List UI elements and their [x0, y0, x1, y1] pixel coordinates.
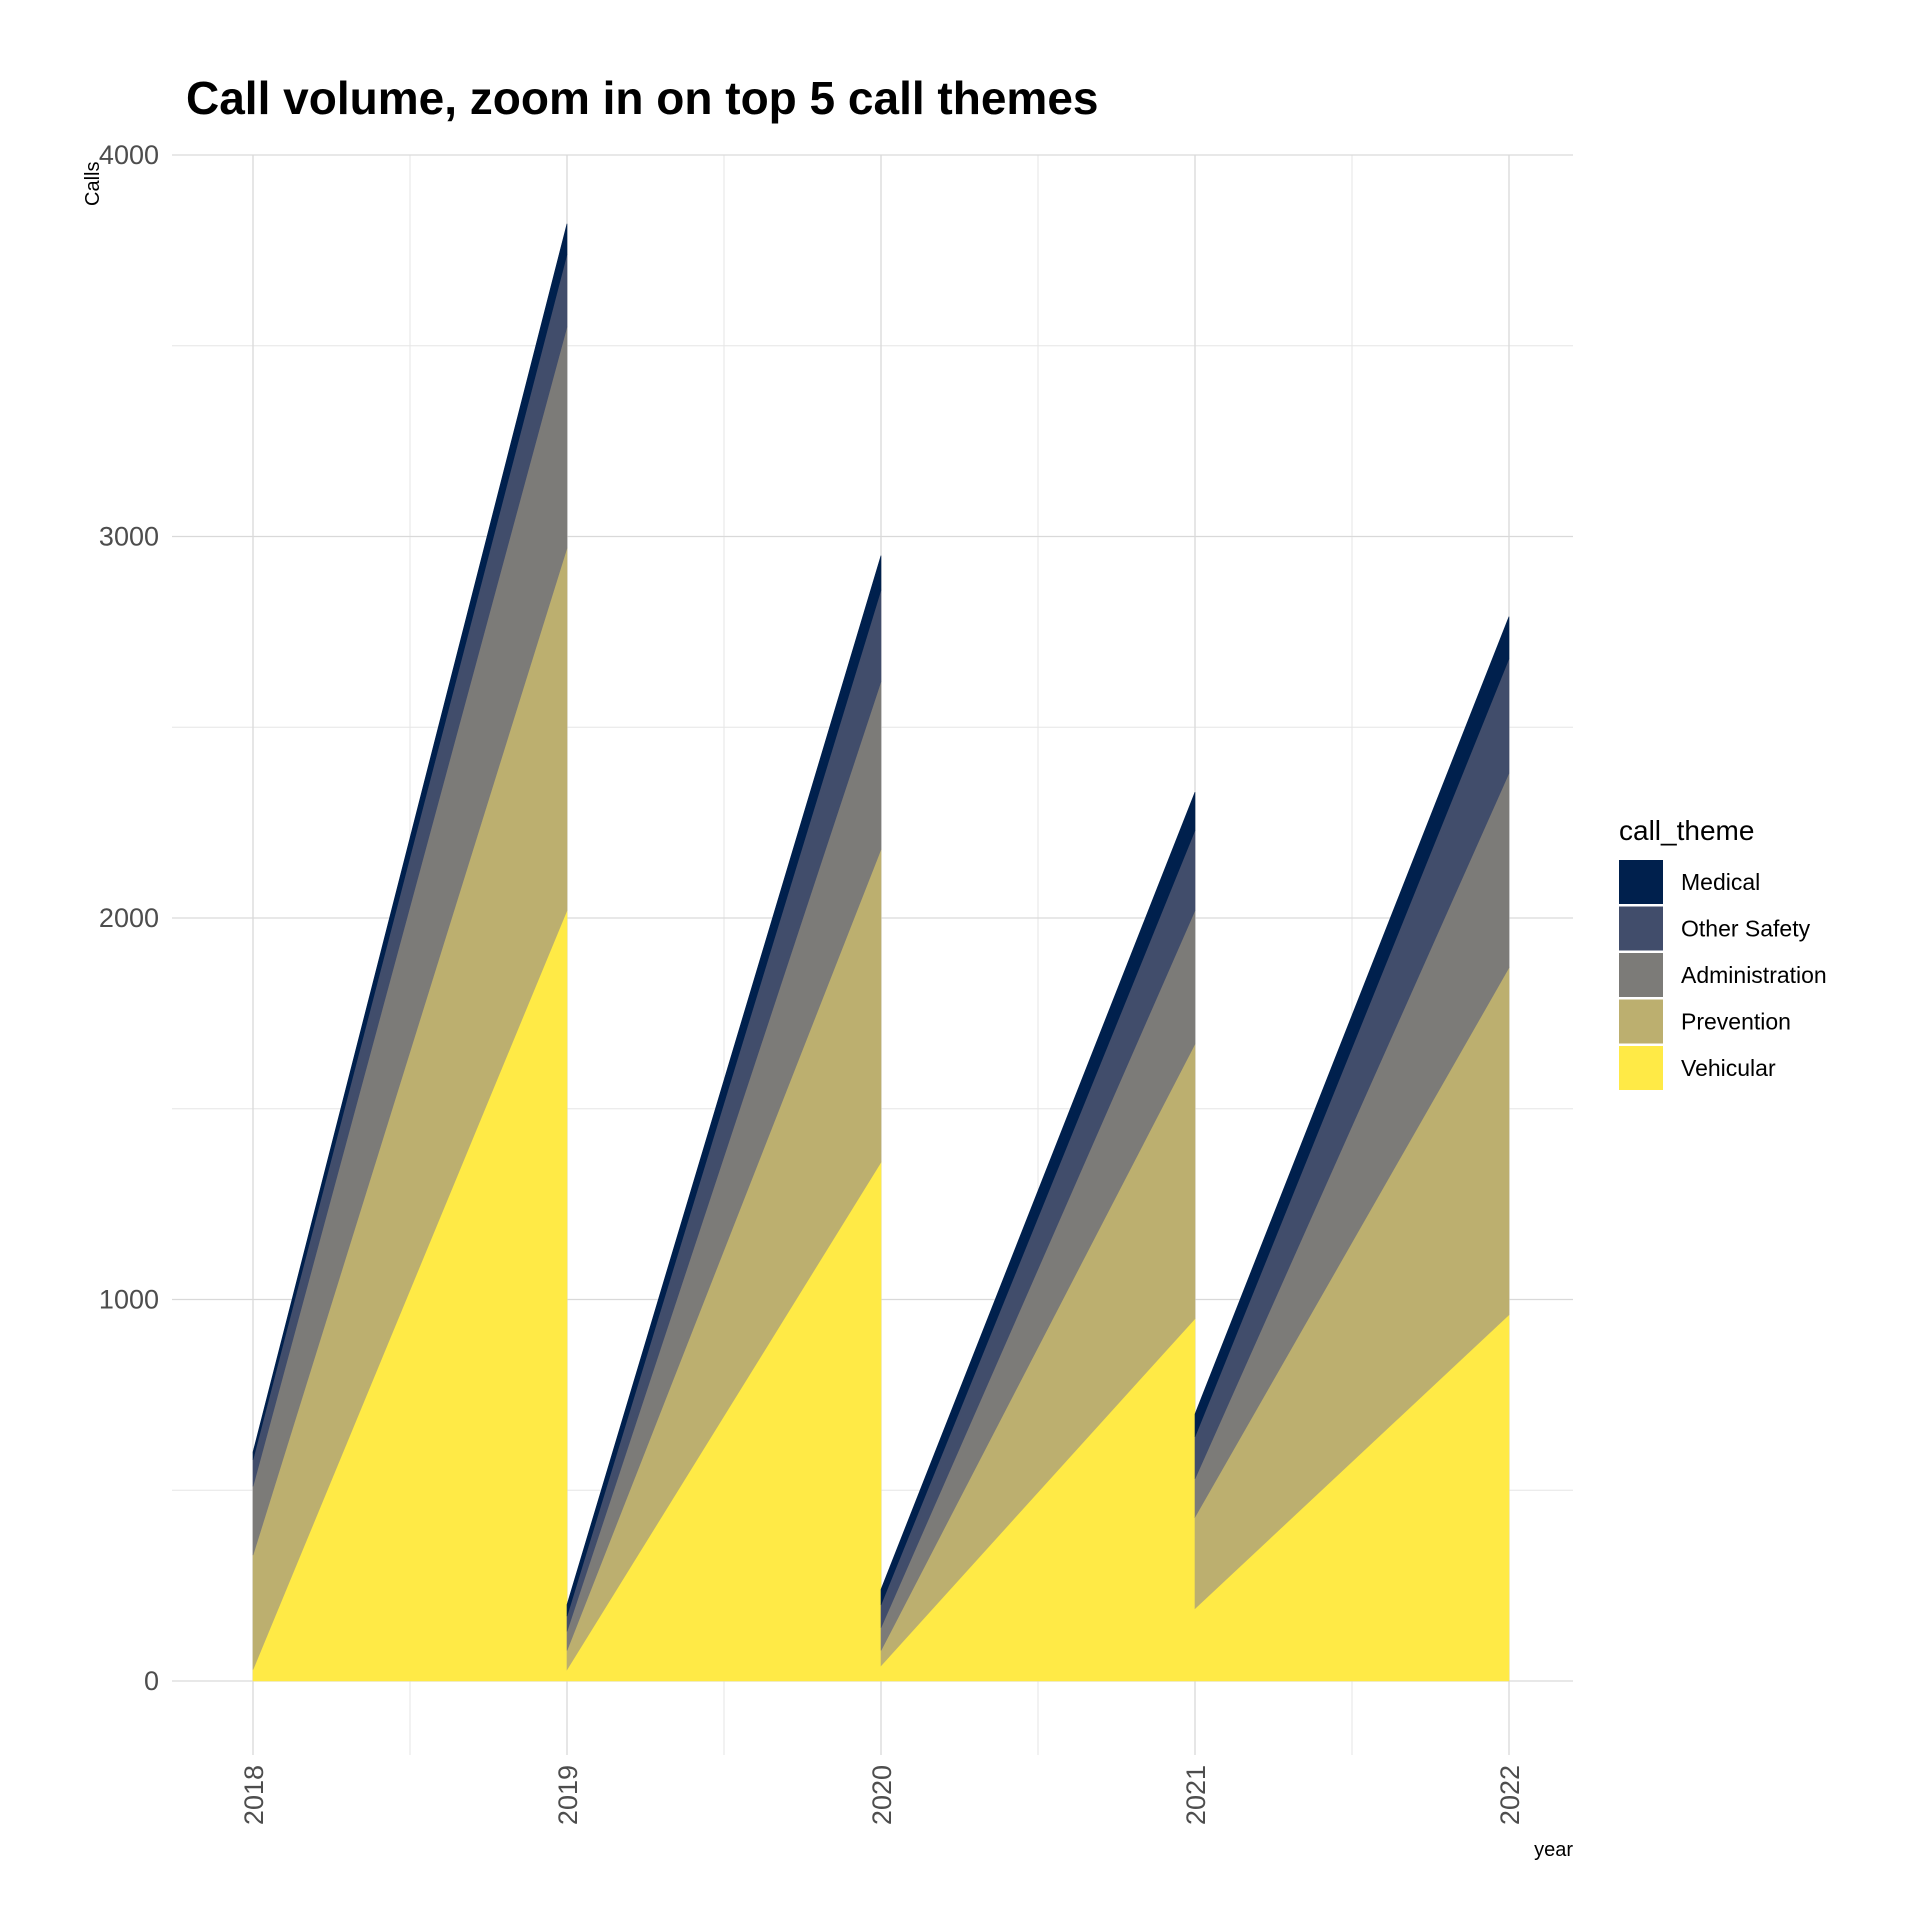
- legend-label: Administration: [1681, 962, 1827, 988]
- x-tick-label: 2021: [1181, 1765, 1211, 1825]
- y-axis-label: Calls: [82, 162, 104, 206]
- area-medical-segment-1: [252, 223, 568, 1460]
- legend: call_theme Medical Other Safety Administra…: [1619, 815, 1827, 1090]
- y-tick-label: 4000: [99, 140, 159, 170]
- area-layer: [252, 223, 1510, 1682]
- area-medical-segment-4: [1194, 616, 1510, 1437]
- legend-label: Other Safety: [1681, 916, 1811, 942]
- x-tick-label: 2018: [239, 1765, 269, 1825]
- legend-key-administration: [1619, 953, 1663, 997]
- x-tick-label: 2019: [553, 1765, 583, 1825]
- legend-label: Prevention: [1681, 1009, 1791, 1035]
- legend-key-prevention: [1619, 999, 1663, 1044]
- x-axis-label: year: [1534, 1839, 1573, 1861]
- x-tick-label: 2022: [1495, 1765, 1525, 1825]
- legend-title: call_theme: [1619, 815, 1754, 846]
- legend-key-other-safety: [1619, 906, 1663, 951]
- legend-label: Vehicular: [1681, 1055, 1776, 1081]
- chart-title: Call volume, zoom in on top 5 call theme…: [186, 72, 1099, 124]
- legend-label: Medical: [1681, 869, 1760, 895]
- y-tick-label: 3000: [99, 522, 159, 552]
- legend-key-medical: [1619, 860, 1663, 904]
- legend-key-vehicular: [1619, 1046, 1663, 1090]
- area-medical-segment-3: [880, 791, 1196, 1605]
- x-tick-label: 2020: [867, 1765, 897, 1825]
- tick-layer: 0 1000 2000 3000 4000 2018 2019 2020 2021 2022: [99, 140, 1525, 1825]
- y-tick-label: 2000: [99, 903, 159, 933]
- area-medical-segment-2: [566, 555, 882, 1617]
- y-tick-label: 0: [144, 1666, 159, 1696]
- y-tick-label: 1000: [99, 1285, 159, 1315]
